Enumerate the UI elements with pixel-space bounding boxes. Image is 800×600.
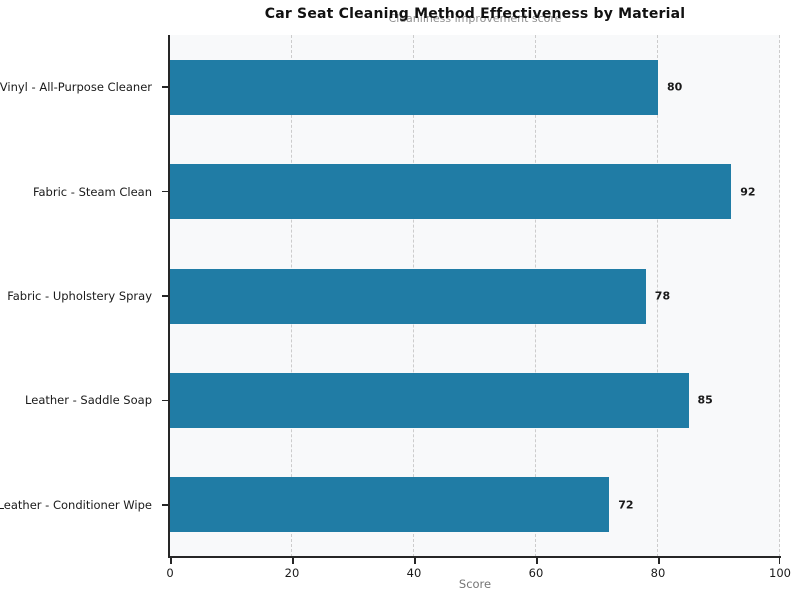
x-tick-label-100: 100 [769, 566, 791, 580]
x-axis: 0 20 40 60 80 100 [166, 558, 791, 588]
y-tick-mark-1 [162, 86, 168, 88]
value-label-4: 85 [697, 393, 713, 407]
x-tick-mark-40 [414, 558, 416, 564]
x-tick-mark-20 [292, 558, 294, 564]
x-tick-label-0: 0 [166, 566, 174, 580]
gridline-x-100 [779, 35, 780, 557]
chart-subtitle: Cleanliness improvement score [388, 12, 562, 25]
x-tick-mark-100 [778, 558, 780, 564]
y-tick-mark-4 [162, 399, 168, 402]
y-tick-mark-3 [162, 295, 168, 297]
bar-4 [170, 372, 689, 428]
bar-1 [170, 59, 658, 115]
x-tick-label-60: 60 [528, 566, 544, 580]
bar-5 [170, 477, 610, 533]
bar-2 [170, 164, 732, 220]
gridline-x-80 [657, 35, 658, 557]
category-label-2: Fabric - Steam Clean [32, 184, 152, 199]
y-axis-labels: Vinyl - All-Purpose Cleaner Fabric - Stea… [0, 35, 162, 557]
chart-title: Car Seat Cleaning Method Effectiveness b… [264, 6, 686, 22]
x-tick-label-40: 40 [406, 566, 422, 580]
y-axis-spine [168, 35, 170, 558]
x-axis-title: Score [458, 577, 492, 591]
value-label-5: 72 [618, 498, 634, 512]
x-tick-mark-0 [170, 558, 172, 564]
value-label-3: 78 [654, 289, 671, 303]
category-label-5: Leather - Conditioner Wipe [0, 497, 152, 512]
y-tick-mark-2 [162, 190, 168, 193]
value-label-1: 80 [667, 80, 683, 94]
y-tick-mark-5 [162, 504, 168, 506]
bar-3 [170, 268, 646, 324]
x-tick-label-80: 80 [650, 566, 666, 580]
x-tick-mark-60 [536, 558, 538, 564]
x-axis-spine [168, 556, 781, 558]
x-tick-mark-80 [658, 558, 660, 564]
category-label-1: Vinyl - All-Purpose Cleaner [0, 80, 152, 95]
value-label-2: 92 [740, 185, 756, 199]
plot-area: 80 92 78 85 72 [170, 35, 780, 557]
category-label-4: Leather - Saddle Soap [25, 393, 152, 408]
x-tick-label-20: 20 [284, 566, 300, 580]
category-label-3: Fabric - Upholstery Spray [7, 289, 152, 303]
